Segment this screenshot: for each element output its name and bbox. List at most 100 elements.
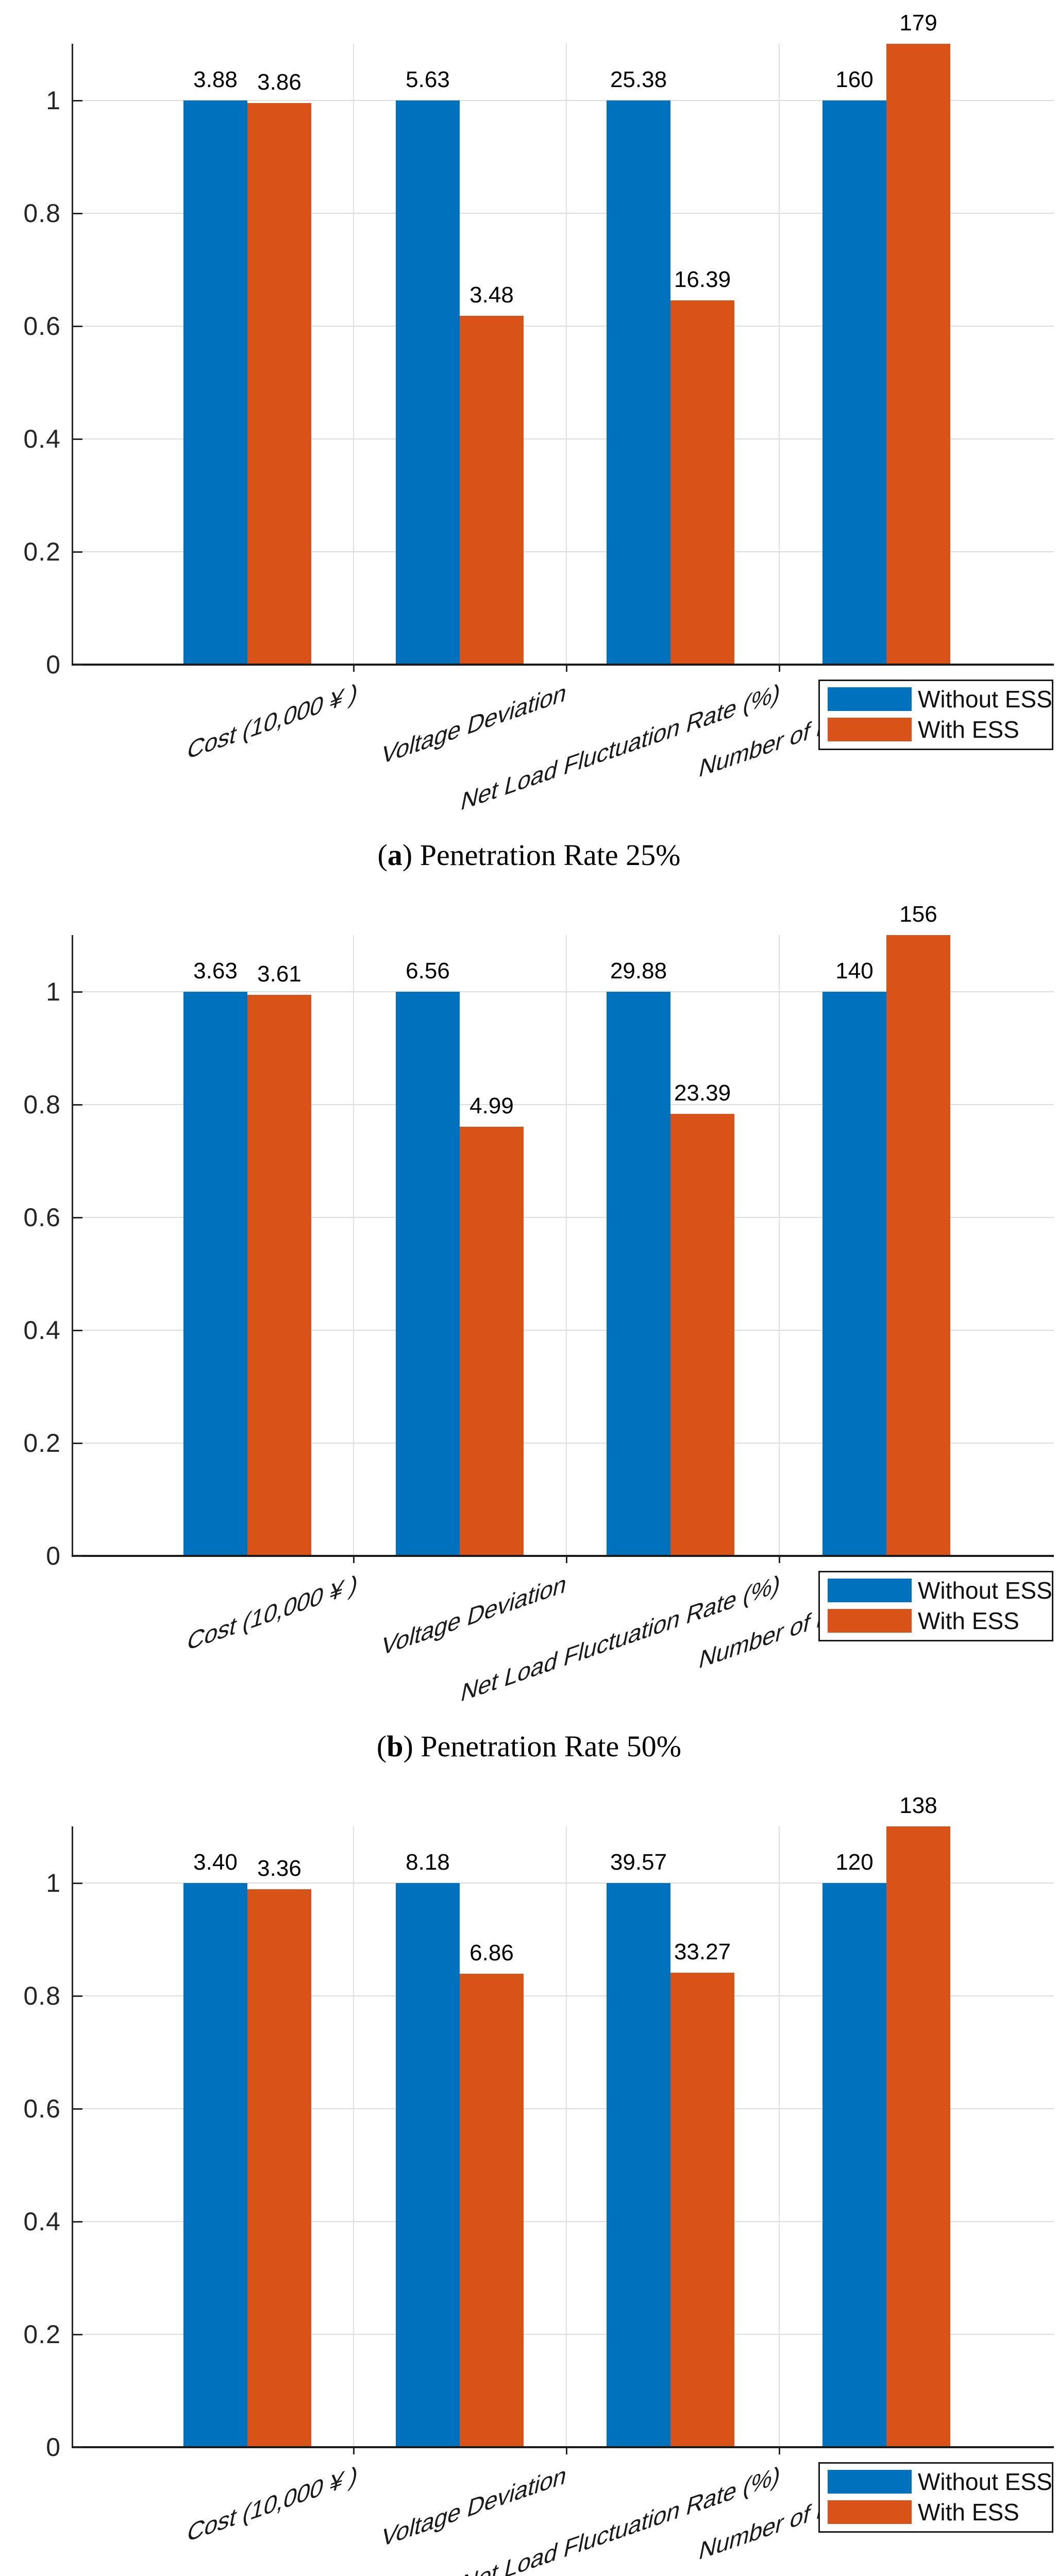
legend-label: With ESS [918, 716, 1019, 743]
y-tick-label: 0.6 [23, 2094, 61, 2123]
y-tick-mark [73, 2108, 82, 2110]
legend-box: Without ESS With ESS [818, 2462, 1053, 2533]
x-category-label: Voltage Deviation [379, 1569, 569, 1662]
chart-caption: (b) Penetration Rate 50% [376, 1730, 682, 1763]
y-tick-mark [73, 325, 82, 327]
y-tick-label: 0.6 [23, 1202, 61, 1232]
y-gridline [72, 2108, 1054, 2109]
bar-value-label: 160 [835, 66, 874, 92]
y-gridline [72, 991, 1054, 992]
bar-without-ess [607, 1883, 670, 2447]
bar-value-label: 3.61 [257, 961, 301, 987]
chart-caption: (a) Penetration Rate 25% [377, 838, 681, 872]
y-axis-spine [72, 1826, 73, 2448]
x-tick-mark [779, 665, 780, 672]
bar-without-ess [822, 1883, 886, 2447]
y-gridline [72, 1329, 1054, 1331]
x-gridline [353, 1826, 354, 2447]
x-tick-mark [779, 2447, 780, 2454]
legend-label: Without ESS [918, 2468, 1052, 2495]
y-gridline [72, 1104, 1054, 1105]
y-tick-mark [73, 664, 82, 666]
bar-value-label: 29.88 [610, 958, 667, 984]
bar-without-ess [396, 100, 460, 665]
bar-with-ess [247, 103, 311, 665]
y-gridline [72, 2221, 1054, 2222]
x-tick-mark [353, 1556, 355, 1563]
bar-with-ess [886, 935, 950, 1556]
bar-value-label: 23.39 [674, 1080, 731, 1106]
y-gridline [72, 212, 1054, 214]
caption-letter: a [387, 838, 402, 872]
bar-value-label: 3.88 [193, 66, 238, 92]
bar-with-ess [247, 1889, 311, 2447]
y-tick-label: 0.8 [23, 198, 61, 228]
y-gridline [72, 1216, 1054, 1218]
y-tick-label: 1 [46, 977, 61, 1006]
y-tick-mark [73, 212, 82, 214]
y-axis-spine [72, 44, 73, 666]
y-tick-mark [73, 2221, 82, 2223]
bar-without-ess [183, 1883, 247, 2447]
bar-value-label: 156 [899, 902, 937, 927]
x-gridline [779, 1826, 780, 2447]
bar-value-label: 8.18 [406, 1849, 450, 1875]
plot-area [72, 44, 1054, 665]
y-tick-label: 0.2 [23, 537, 61, 566]
y-gridline [72, 1882, 1054, 1884]
y-tick-mark [73, 99, 82, 101]
bar-value-label: 3.36 [257, 1856, 301, 1882]
bar-without-ess [607, 992, 670, 1556]
legend-label: Without ESS [918, 1577, 1052, 1604]
bar-with-ess [886, 44, 950, 665]
y-tick-label: 0.8 [23, 1090, 61, 1119]
x-tick-mark [566, 1556, 567, 1563]
y-tick-label: 0.6 [23, 311, 61, 341]
bar-without-ess [607, 100, 670, 665]
y-axis-spine [72, 935, 73, 1557]
x-axis-line [72, 2446, 1054, 2448]
bar-value-label: 25.38 [610, 66, 667, 92]
legend-box: Without ESS With ESS [818, 1571, 1053, 1641]
bar-value-label: 5.63 [406, 66, 450, 92]
x-gridline [566, 1826, 567, 2447]
x-category-label: Net Load Fluctuation Rate (%) [458, 2460, 783, 2576]
y-gridline [72, 438, 1054, 439]
bar-value-label: 3.40 [193, 1849, 238, 1875]
bar-without-ess [183, 100, 247, 665]
bar-value-label: 179 [899, 10, 937, 36]
x-category-label: Cost (10,000 ¥ ) [184, 1569, 361, 1656]
y-tick-label: 0.4 [23, 2207, 61, 2236]
bar-value-label: 16.39 [674, 266, 731, 292]
y-tick-mark [73, 1442, 82, 1444]
bar-value-label: 140 [835, 958, 874, 984]
bar-value-label: 6.86 [469, 1940, 514, 1966]
y-tick-label: 0 [46, 1541, 61, 1570]
y-tick-mark [73, 1882, 82, 1884]
y-tick-label: 0 [46, 650, 61, 679]
plot-area [72, 935, 1054, 1556]
bar-with-ess [670, 1973, 734, 2447]
caption-letter: b [387, 1730, 404, 1763]
chart-panel-b: 3.63 3.61 6.56 4.99 29.88 23.39 140 156 0 0.2 0.4 0… [0, 891, 1058, 1783]
y-tick-mark [73, 1995, 82, 1997]
bar-without-ess [396, 992, 460, 1556]
bar-with-ess [460, 1974, 524, 2447]
x-category-label: Cost (10,000 ¥ ) [184, 2460, 361, 2548]
bar-with-ess [670, 1114, 734, 1556]
y-tick-label: 0 [46, 2433, 61, 2462]
x-gridline [779, 44, 780, 665]
bar-with-ess [886, 1826, 950, 2447]
legend-label: With ESS [918, 1607, 1019, 1634]
y-tick-label: 0.4 [23, 1315, 61, 1345]
chart-panel-c: 3.40 3.36 8.18 6.86 39.57 33.27 120 138 0 0.2 0.4 0… [0, 1783, 1058, 2576]
y-gridline [72, 99, 1054, 101]
y-tick-label: 1 [46, 1868, 61, 1897]
x-category-label: Voltage Deviation [379, 677, 569, 770]
bar-with-ess [460, 316, 524, 665]
x-tick-mark [779, 1556, 780, 1563]
bar-with-ess [670, 300, 734, 665]
y-tick-label: 0.2 [23, 1428, 61, 1458]
legend-label: With ESS [918, 2499, 1019, 2526]
